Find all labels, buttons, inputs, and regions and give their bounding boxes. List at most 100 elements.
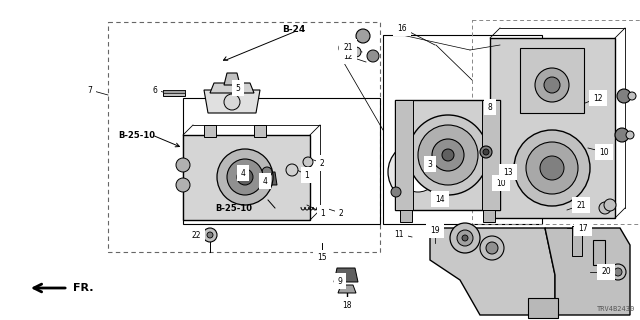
Bar (395, 100, 500, 210)
Circle shape (339, 41, 353, 55)
Text: 8: 8 (488, 102, 492, 111)
Bar (520, 48, 584, 113)
Circle shape (241, 167, 251, 177)
Circle shape (626, 131, 634, 139)
Circle shape (303, 157, 313, 167)
Circle shape (617, 89, 631, 103)
Circle shape (610, 264, 626, 280)
Bar (572, 226, 582, 256)
Circle shape (203, 228, 217, 242)
Text: 1: 1 (321, 209, 325, 218)
Bar (528, 298, 558, 318)
Circle shape (540, 156, 564, 180)
Circle shape (398, 152, 438, 192)
Text: 21: 21 (343, 43, 353, 52)
Circle shape (356, 29, 370, 43)
Polygon shape (257, 172, 277, 185)
Circle shape (176, 178, 190, 192)
Circle shape (217, 149, 273, 205)
Circle shape (351, 47, 361, 57)
Text: 19: 19 (430, 226, 440, 235)
Text: TRV4B2430: TRV4B2430 (596, 306, 635, 312)
Circle shape (432, 139, 464, 171)
Circle shape (514, 130, 590, 206)
Circle shape (604, 199, 616, 211)
Text: 14: 14 (435, 195, 445, 204)
Polygon shape (204, 90, 260, 113)
Text: B-25-10: B-25-10 (215, 204, 252, 212)
Polygon shape (183, 135, 310, 220)
Text: 11: 11 (394, 229, 404, 238)
Circle shape (462, 235, 468, 241)
Circle shape (450, 223, 480, 253)
Circle shape (262, 167, 272, 177)
Text: 22: 22 (191, 230, 201, 239)
Text: 9: 9 (337, 276, 342, 285)
Circle shape (408, 115, 488, 195)
Bar (383, 35, 542, 224)
Polygon shape (545, 228, 630, 315)
Bar (593, 240, 605, 265)
Text: 6: 6 (152, 85, 157, 94)
Bar (395, 100, 413, 210)
Circle shape (391, 187, 401, 197)
Text: FR.: FR. (73, 283, 93, 293)
Text: 4: 4 (241, 169, 245, 178)
Polygon shape (210, 83, 254, 93)
Circle shape (614, 268, 622, 276)
Bar (204, 125, 216, 137)
Circle shape (480, 146, 492, 158)
Bar (400, 208, 412, 222)
Circle shape (227, 159, 263, 195)
Circle shape (483, 149, 489, 155)
Circle shape (388, 142, 448, 202)
Polygon shape (334, 268, 358, 282)
Circle shape (457, 230, 473, 246)
Text: 12: 12 (343, 52, 353, 60)
Polygon shape (236, 172, 256, 185)
Circle shape (615, 128, 629, 142)
Bar (163, 90, 185, 96)
Polygon shape (224, 73, 240, 85)
Text: 15: 15 (317, 253, 327, 262)
Bar (472, 20, 640, 224)
Circle shape (527, 60, 577, 110)
Polygon shape (338, 285, 356, 293)
Text: 2: 2 (339, 209, 344, 218)
Text: 12: 12 (593, 93, 603, 102)
Text: 7: 7 (88, 85, 92, 94)
Bar (183, 98, 380, 224)
Bar (483, 208, 495, 222)
Text: 17: 17 (578, 223, 588, 233)
Circle shape (207, 232, 213, 238)
Circle shape (628, 92, 636, 100)
Circle shape (224, 94, 240, 110)
Text: 1: 1 (305, 171, 309, 180)
Circle shape (535, 68, 569, 102)
Circle shape (599, 202, 611, 214)
Text: 5: 5 (236, 84, 241, 92)
Bar (254, 125, 266, 137)
Text: 3: 3 (428, 159, 433, 169)
Text: 4: 4 (262, 177, 268, 186)
Text: 21: 21 (576, 201, 586, 210)
Text: B-24: B-24 (282, 25, 306, 34)
Polygon shape (430, 228, 555, 315)
Text: 2: 2 (319, 158, 324, 167)
Circle shape (544, 77, 560, 93)
Circle shape (176, 158, 190, 172)
Text: 20: 20 (601, 268, 611, 276)
Bar (163, 90, 185, 93)
Text: 10: 10 (496, 179, 506, 188)
Polygon shape (490, 38, 615, 218)
Text: 16: 16 (397, 23, 407, 33)
Bar (108, 22, 380, 252)
Circle shape (286, 164, 298, 176)
Circle shape (367, 50, 379, 62)
Circle shape (486, 242, 498, 254)
Circle shape (418, 125, 478, 185)
Bar (482, 100, 500, 210)
Text: 18: 18 (342, 300, 352, 309)
Circle shape (237, 169, 253, 185)
Text: 10: 10 (599, 148, 609, 156)
